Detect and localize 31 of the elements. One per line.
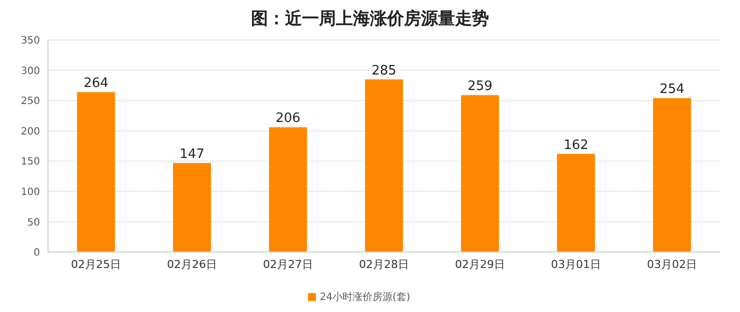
data-label: 147 [180, 146, 204, 162]
x-tick-label: 03月02日 [647, 258, 697, 271]
y-tick-label: 100 [20, 186, 40, 198]
x-tick-label: 02月29日 [455, 258, 505, 271]
data-label: 285 [372, 63, 396, 78]
bar [653, 98, 691, 252]
bar [173, 162, 211, 252]
x-tick-label: 02月26日 [167, 258, 217, 271]
legend-label: 24小时涨价房源(套) [320, 292, 410, 303]
y-tick-label: 0 [34, 248, 40, 259]
bar [461, 95, 499, 252]
y-tick-label: 250 [20, 96, 40, 108]
bar [365, 79, 403, 252]
x-tick-label: 03月01日 [551, 258, 601, 271]
x-tick-label: 02月27日 [263, 258, 313, 271]
data-label: 259 [468, 79, 492, 94]
data-label: 254 [660, 82, 684, 98]
bar [269, 127, 307, 252]
data-label: 162 [564, 138, 588, 153]
y-tick-label: 200 [20, 126, 40, 138]
y-tick-label: 50 [27, 217, 40, 228]
bar [77, 92, 115, 252]
y-tick-label: 350 [20, 36, 40, 47]
data-label: 206 [276, 111, 300, 126]
x-tick-label: 02月28日 [359, 258, 409, 271]
bar [557, 154, 595, 252]
x-tick-label: 02月25日 [71, 258, 121, 271]
chart-title: 图：近一周上海涨价房源量走势 [250, 8, 490, 31]
y-tick-label: 150 [20, 156, 40, 168]
y-tick-label: 300 [20, 66, 40, 77]
data-label: 264 [84, 76, 108, 92]
